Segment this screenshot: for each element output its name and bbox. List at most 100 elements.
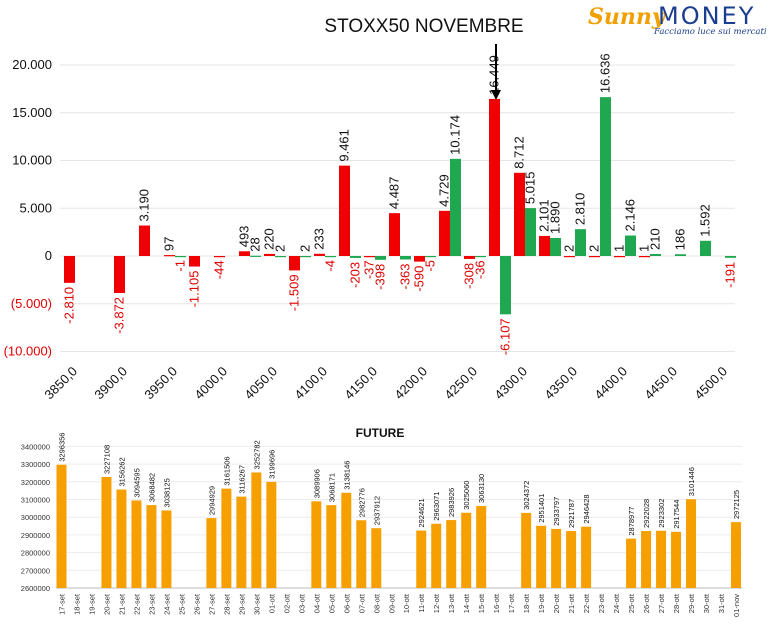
- data-label: 3296356: [58, 433, 67, 462]
- data-label: 2994929: [207, 486, 216, 515]
- future-bar-28-set: [221, 488, 232, 588]
- data-label: 2.146: [623, 199, 638, 232]
- x-tick-label: 22-ott: [582, 593, 591, 613]
- data-label: 97: [162, 237, 177, 251]
- data-label: 3138146: [342, 461, 351, 490]
- bar-call-4025: [250, 255, 261, 257]
- bar-put-4400: [614, 255, 625, 258]
- bar-put-4250: [464, 256, 475, 259]
- future-bar-05-ott: [326, 505, 337, 588]
- x-tick-label: 4050,0: [241, 364, 280, 403]
- data-label: -5: [423, 260, 438, 272]
- data-label: 1: [612, 245, 627, 252]
- x-tick-label: 09-ott: [387, 593, 396, 613]
- y-tick-label: 0: [45, 248, 52, 263]
- data-label: -398: [373, 264, 388, 290]
- data-label: -1.509: [287, 274, 302, 311]
- future-chart-y-axis: 2600000 2700000 2800000 2900000 3000000 31000…: [21, 442, 50, 593]
- logo-sunny-text: Sunny: [588, 4, 665, 30]
- bar-put-4100: [314, 253, 325, 256]
- x-tick-label: 28-set: [222, 593, 231, 615]
- bar-call-4125: [350, 256, 361, 258]
- data-label: 1.890: [548, 201, 563, 234]
- bar-call-4100: [325, 256, 336, 258]
- x-tick-label: 4250,0: [441, 364, 480, 403]
- future-bar-23-set: [146, 505, 157, 588]
- bar-put-4125: [339, 165, 350, 256]
- y-tick-label: 10.000: [12, 153, 52, 168]
- x-tick-label: 02-ott: [282, 593, 291, 613]
- data-label: 2933797: [552, 497, 561, 526]
- bar-put-4375: [589, 255, 600, 258]
- x-tick-label: 4000,0: [191, 364, 230, 403]
- x-tick-label: 20-set: [102, 593, 111, 615]
- future-bar-11-ott: [416, 530, 427, 588]
- future-bar-25-ott: [626, 538, 637, 588]
- bar-put-4025: [239, 251, 250, 256]
- data-label: -590: [412, 266, 427, 292]
- bar-call-4275: [500, 256, 511, 315]
- data-label: 2921787: [567, 499, 576, 528]
- data-label: 16.636: [598, 53, 613, 93]
- y-tick-label: 5.000: [19, 200, 52, 215]
- data-label: 1.592: [698, 204, 713, 237]
- future-chart-title: FUTURE: [356, 426, 405, 440]
- bar-put-4150: [364, 256, 375, 258]
- data-label: 3101446: [687, 467, 696, 496]
- data-label: 10.174: [448, 115, 463, 155]
- x-tick-label: 4100,0: [291, 364, 330, 403]
- bar-put-4300: [514, 172, 525, 256]
- bar-call-4200: [425, 256, 436, 258]
- data-label: 2982776: [357, 488, 366, 517]
- y-tick-label: 2600000: [21, 584, 50, 593]
- future-chart-x-axis: 17-set 18-set 19-set 20-set 21-set 22-set 23-s…: [58, 593, 742, 617]
- options-chart-title: STOXX50 NOVEMBRE: [324, 16, 523, 37]
- data-label: 3089906: [312, 469, 321, 498]
- data-label: 4.487: [387, 177, 402, 210]
- y-tick-label: (5.000): [11, 296, 52, 311]
- future-bar-20-ott: [551, 528, 562, 588]
- x-tick-label: 01-nov: [732, 594, 741, 617]
- x-tick-label: 17-set: [58, 593, 67, 615]
- bar-call-4150: [375, 256, 386, 260]
- x-tick-label: 08-ott: [372, 593, 381, 613]
- future-bar-28-ott: [671, 531, 682, 588]
- data-label: -37: [362, 260, 377, 279]
- data-label: 2: [298, 245, 313, 252]
- x-tick-label: 17-ott: [507, 593, 516, 613]
- x-tick-label: 18-set: [72, 593, 81, 615]
- future-bar-22-set: [131, 500, 142, 588]
- data-label: 2972125: [732, 490, 741, 519]
- x-tick-label: 25-set: [177, 593, 186, 615]
- x-tick-label: 15-ott: [477, 593, 486, 613]
- x-tick-label: 06-ott: [342, 593, 351, 613]
- y-tick-label: 20.000: [12, 57, 52, 72]
- data-label: 2923302: [657, 499, 666, 528]
- y-tick-label: (10.000): [4, 344, 52, 359]
- data-label: 220: [262, 228, 277, 250]
- x-tick-label: 26-set: [192, 593, 201, 615]
- future-bar-08-ott: [371, 528, 382, 588]
- x-tick-label: 12-ott: [432, 593, 441, 613]
- bar-put-4200: [414, 256, 425, 262]
- data-label: 3156262: [117, 457, 126, 486]
- x-tick-label: 26-ott: [642, 593, 651, 613]
- x-tick-label: 11-ott: [417, 593, 426, 613]
- data-label: -3.872: [112, 297, 127, 334]
- bar-put-3950: [164, 255, 175, 257]
- data-label: 210: [648, 228, 663, 250]
- bar-put-4325: [539, 235, 550, 256]
- data-label: 3094595: [132, 468, 141, 497]
- x-tick-label: 30-ott: [702, 593, 711, 613]
- bar-call-4300: [525, 208, 536, 256]
- future-bar-29-set: [236, 496, 247, 588]
- x-tick-label: 23-set: [147, 593, 156, 615]
- x-tick-label: 24-ott: [612, 593, 621, 613]
- future-chart-bars: [56, 464, 741, 588]
- data-label: 493: [237, 226, 252, 248]
- x-tick-label: 29-ott: [687, 593, 696, 613]
- x-tick-label: 13-ott: [447, 593, 456, 613]
- data-label: -6.107: [498, 318, 513, 355]
- x-tick-label: 4400,0: [591, 364, 630, 403]
